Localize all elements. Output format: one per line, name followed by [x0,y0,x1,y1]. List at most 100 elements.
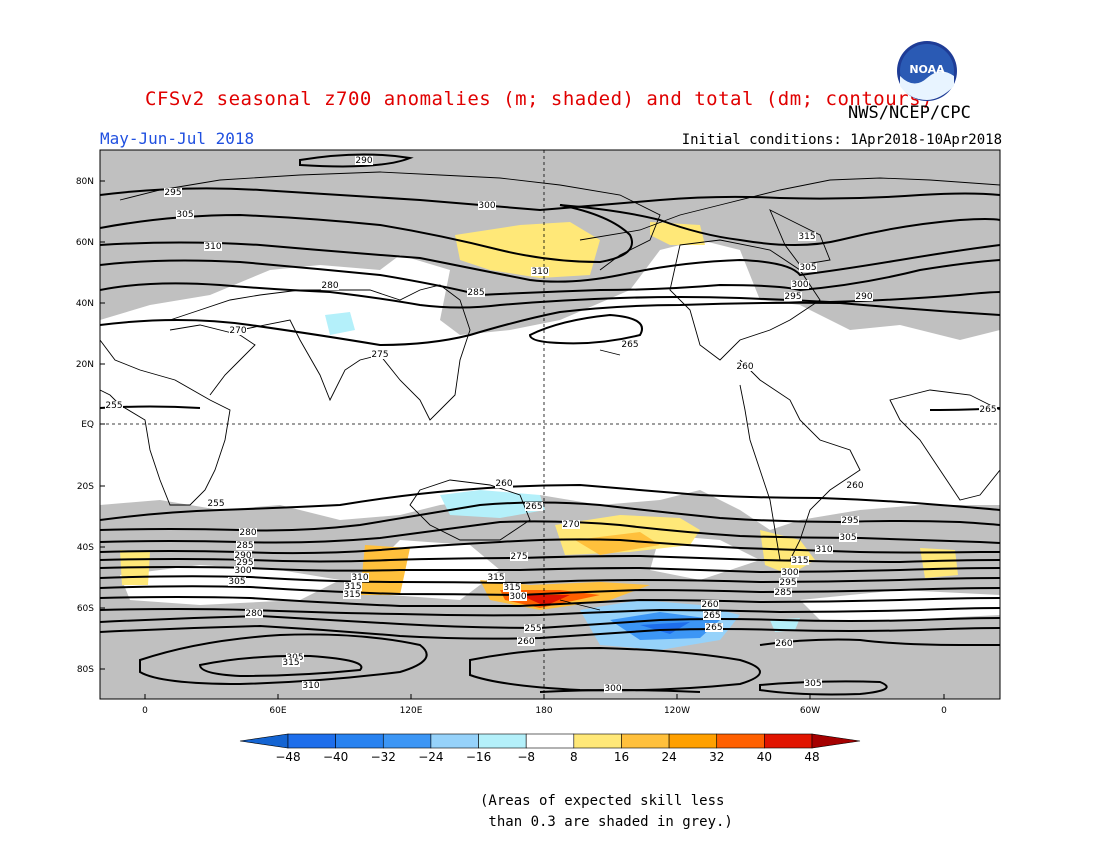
latitude-labels: 80N 60N 40N 20N EQ 20S 40S 60S 80S [76,177,105,675]
contour-label: 290 [855,292,872,302]
latitude-label: 80N [76,177,94,187]
colorbar-cell [668,733,718,749]
contour-label-bg [524,624,542,633]
contour-label-bg [791,556,809,565]
colorbar-cell [716,733,765,749]
chart-title: CFSv2 seasonal z700 anomalies (m; shaded… [145,88,933,110]
colorbar-cell [478,733,527,749]
contour-label-bg [798,232,816,241]
contour-label-bg [355,156,373,165]
colorbar-cell [573,733,622,749]
contour-label-bg [228,577,246,586]
contour-label-bg [509,592,527,601]
colorbar-cell [764,733,813,749]
longitude-label: 0 [142,706,148,716]
contour-label: 260 [736,362,753,372]
contour-label: 305 [176,210,193,220]
contour-label-bg [487,573,505,582]
contour-label-bg [804,679,822,688]
latitude-label: 20N [76,360,94,370]
contour-label: 260 [495,479,512,489]
contour-label-bg [701,600,719,609]
contour-label-bg [467,288,485,297]
contour-label: 300 [791,280,808,290]
colorbar-cell [525,733,575,749]
colorbar-tick-label: 32 [709,750,724,764]
contour-label-bg [855,292,873,301]
contour-label-bg [321,281,339,290]
contour-label: 315 [344,582,361,592]
latitude-label: 40S [77,543,94,553]
contour-label: 275 [510,552,527,562]
contour-label-bg [282,658,300,667]
contour-label-bg [495,479,513,488]
contour-label: 300 [478,201,495,211]
contour-label: 305 [804,679,821,689]
contour-label-bg [371,350,389,359]
contour-label: 255 [524,624,541,634]
contour-label-bg [774,588,792,597]
contour-label-bg [736,362,754,371]
contour-label: 285 [467,288,484,298]
contour-label: 295 [784,292,801,302]
contour-label-bg [781,568,799,577]
contour-label-bg [510,552,528,561]
contour-label: 310 [815,545,832,555]
contour-label: 310 [531,267,548,277]
colorbar-cell [287,733,336,749]
contour-label-bg [286,653,304,662]
colorbar-tick-label: −32 [371,750,396,764]
contour-label-bg [351,573,369,582]
colorbar-tick-label: 48 [804,750,819,764]
initial-conditions-label: Initial conditions: 1Apr2018-10Apr2018 [681,132,1002,148]
colorbar-tick-label: 16 [614,750,629,764]
latitude-label: 80S [77,665,94,675]
contour-label: 255 [105,401,122,411]
contour-label-bg [234,566,252,575]
contour-label: 260 [517,637,534,647]
contour-label: 275 [371,350,388,360]
colorbar-tick-label: −16 [466,750,491,764]
longitude-label: 120W [664,706,690,716]
contour-label-bg [846,481,864,490]
contour-label: 270 [562,520,579,530]
colorbar-cell [335,733,384,749]
colorbar-tick-label: 40 [757,750,772,764]
longitude-label: 180 [535,706,552,716]
colorbar-ticks: −48 −40 −32 −24 −16 −8 8 16 24 32 40 48 [275,750,819,764]
contour-label: 285 [236,541,253,551]
latitude-label: 20S [77,482,94,492]
contour-label: 285 [774,588,791,598]
contour-label-bg [531,267,549,276]
contour-label-bg [705,623,723,632]
contour-label: 280 [321,281,338,291]
contour-label-bg [562,520,580,529]
contour-label: 280 [245,609,262,619]
contour-label-bg [239,528,257,537]
contour-label-bg [176,210,194,219]
contour-label: 310 [204,242,221,252]
contour-label: 310 [351,573,368,583]
contour-label: 315 [503,583,520,593]
contour-label: 315 [282,658,299,668]
contour-label: 265 [703,611,720,621]
contour-label: 315 [798,232,815,242]
contour-label: 305 [799,263,816,273]
colorbar-tick-label: 24 [661,750,676,764]
contour-label-bg [503,583,521,592]
season-label: May-Jun-Jul 2018 [100,129,255,148]
contour-label-bg [344,582,362,591]
contour-label: 295 [236,558,253,568]
contour-label-bg [207,499,225,508]
contour-label: 280 [239,528,256,538]
contour-label: 305 [228,577,245,587]
contour-label: 305 [839,533,856,543]
contour-label-bg [525,502,543,511]
contour-label-bg [779,578,797,587]
contour-label: 265 [705,623,722,633]
contour-label: 300 [234,566,251,576]
colorbar-cells [239,733,861,749]
contour-label: 260 [846,481,863,491]
contour-label: 315 [343,590,360,600]
